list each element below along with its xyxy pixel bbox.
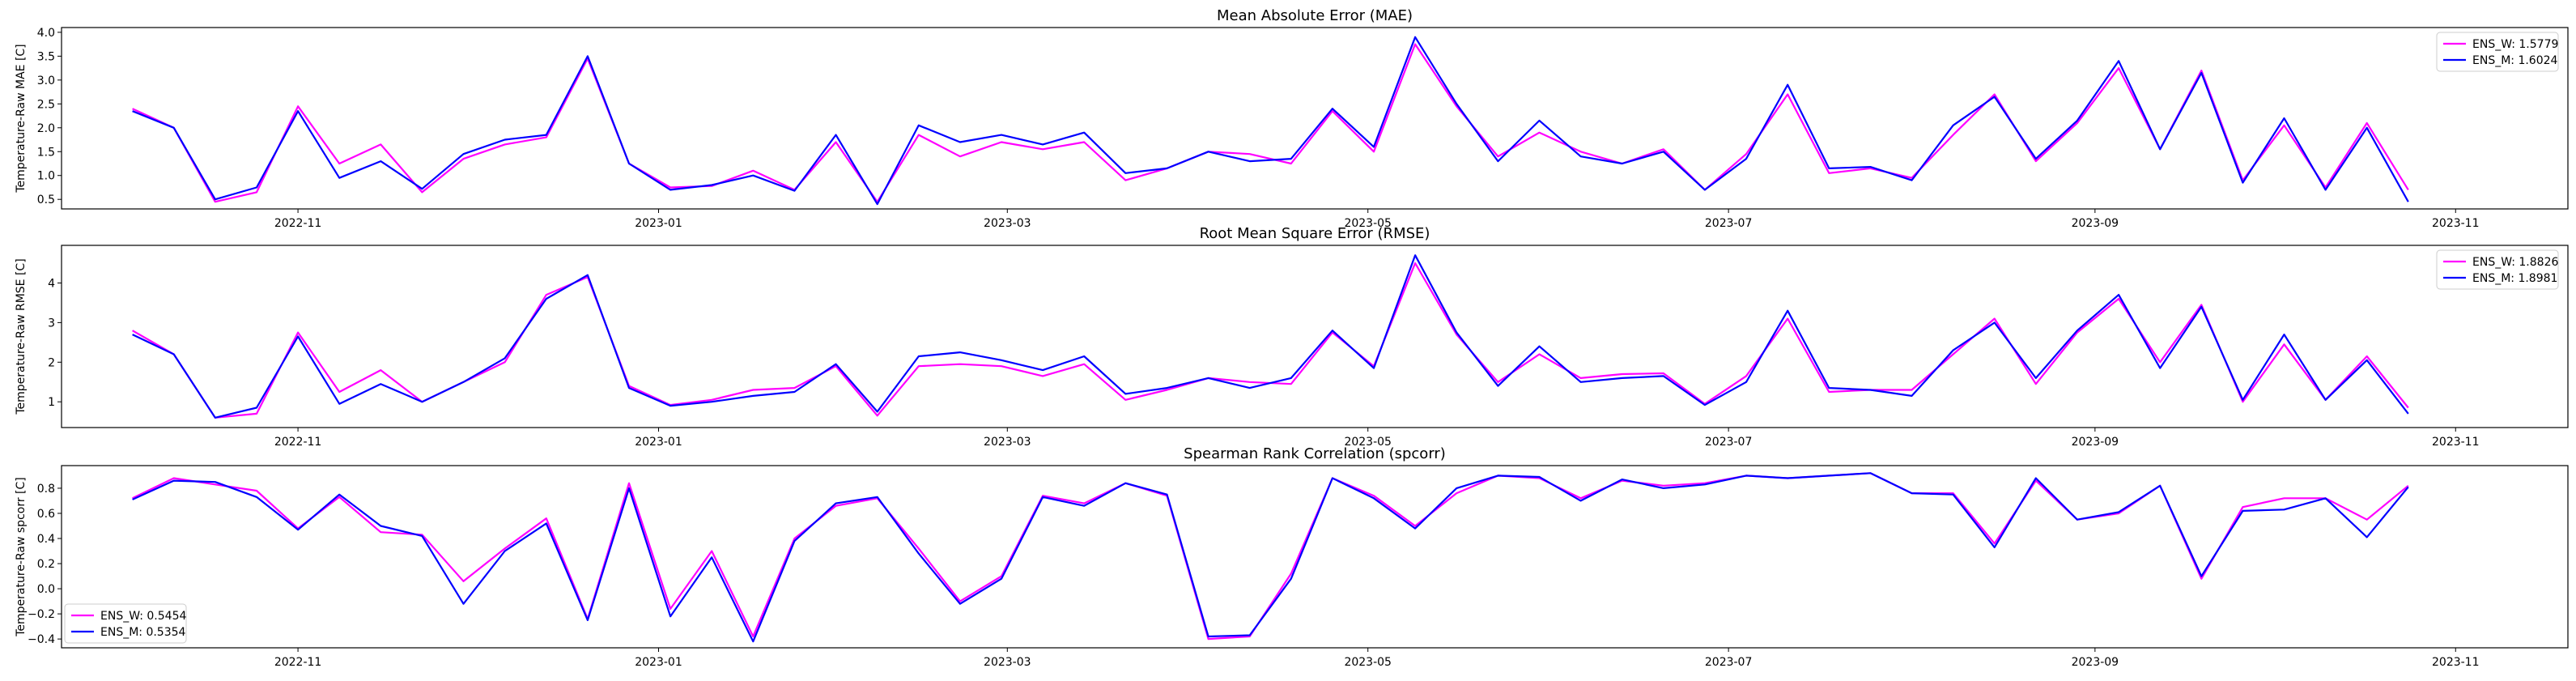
series-line-ens-m <box>132 36 2409 206</box>
y-tick-label: 1.0 <box>37 170 55 183</box>
chart-title: Mean Absolute Error (MAE) <box>1217 7 1413 24</box>
legend-label: ENS_M: 1.8981 <box>2472 272 2557 285</box>
y-axis-label: Temperature-Raw MAE [C] <box>15 44 28 193</box>
x-tick-label: 2023-05 <box>1344 436 1392 449</box>
chart-title: Root Mean Square Error (RMSE) <box>1200 225 1430 242</box>
x-tick-label: 2023-03 <box>984 656 1031 669</box>
panel-mae: Mean Absolute Error (MAE) Temperature-Raw… <box>15 7 2569 230</box>
x-tick-label: 2023-05 <box>1344 217 1392 230</box>
legend: ENS_W: 1.5779 ENS_M: 1.6024 <box>2436 32 2559 72</box>
legend-label: ENS_M: 0.5354 <box>100 626 186 639</box>
y-axis-label: Temperature-Raw RMSE [C] <box>15 258 28 415</box>
panel-spcorr: Spearman Rank Correlation (spcorr) Temper… <box>15 445 2569 669</box>
x-tick-label: 2023-01 <box>635 656 682 669</box>
series-line-ens-m <box>132 472 2409 643</box>
legend-label: ENS_W: 0.5454 <box>100 610 186 623</box>
y-tick-label: 4 <box>48 277 55 290</box>
plot-frame <box>61 27 2569 210</box>
y-tick-label: 2.0 <box>37 122 55 135</box>
chart-title: Spearman Rank Correlation (spcorr) <box>1184 445 1446 462</box>
panel-rmse: Root Mean Square Error (RMSE) Temperature… <box>15 225 2569 449</box>
y-tick-label: 3.0 <box>37 74 55 87</box>
y-tick-label: 0.4 <box>37 533 55 546</box>
y-tick-label: 1 <box>48 396 55 409</box>
x-tick-label: 2023-05 <box>1344 656 1392 669</box>
y-tick-label: 2.5 <box>37 98 55 111</box>
x-tick-label: 2023-09 <box>2072 436 2119 449</box>
legend-label: ENS_M: 1.6024 <box>2472 54 2558 67</box>
x-tick-label: 2023-01 <box>635 217 682 230</box>
y-tick-label: 0.8 <box>37 483 55 496</box>
x-tick-label: 2022-11 <box>274 217 322 230</box>
y-tick-label: 0.6 <box>37 508 55 521</box>
legend-label: ENS_W: 1.5779 <box>2472 38 2558 51</box>
x-tick-label: 2023-11 <box>2432 436 2480 449</box>
y-tick-label: −0.4 <box>28 633 55 646</box>
legend-box <box>2436 249 2559 290</box>
x-tick-label: 2023-07 <box>1705 217 1753 230</box>
x-tick-label: 2023-11 <box>2432 656 2480 669</box>
y-tick-label: 2 <box>48 356 55 369</box>
x-tick-label: 2023-01 <box>635 436 682 449</box>
y-tick-label: 3 <box>48 317 55 330</box>
y-tick-label: 0.2 <box>37 558 55 571</box>
y-tick-label: 0.0 <box>37 583 55 596</box>
x-tick-label: 2023-09 <box>2072 656 2119 669</box>
legend: ENS_W: 0.5454 ENS_M: 0.5354 <box>64 603 187 644</box>
x-tick-label: 2023-03 <box>984 217 1031 230</box>
y-axis-label: Temperature-Raw spcorr [C] <box>15 477 28 637</box>
plot-frame <box>61 245 2569 428</box>
y-tick-label: −0.2 <box>28 608 55 621</box>
plot-frame <box>61 465 2569 649</box>
legend: ENS_W: 1.8826 ENS_M: 1.8981 <box>2436 249 2559 290</box>
x-tick-label: 2022-11 <box>274 436 322 449</box>
x-tick-label: 2023-07 <box>1705 436 1753 449</box>
legend-box <box>64 603 187 644</box>
series-line-ens-m <box>132 254 2409 419</box>
series-line-ens-w <box>132 262 2409 419</box>
legend-label: ENS_W: 1.8826 <box>2472 256 2558 269</box>
x-tick-label: 2023-09 <box>2072 217 2119 230</box>
series-line-ens-w <box>132 472 2409 641</box>
y-tick-label: 3.5 <box>37 50 55 63</box>
x-tick-label: 2023-03 <box>984 436 1031 449</box>
y-tick-label: 0.5 <box>37 194 55 206</box>
legend-box <box>2436 32 2559 72</box>
y-tick-label: 4.0 <box>37 27 55 40</box>
y-tick-label: 1.5 <box>37 146 55 159</box>
x-tick-label: 2023-07 <box>1705 656 1753 669</box>
x-tick-label: 2022-11 <box>274 656 322 669</box>
x-tick-label: 2023-11 <box>2432 217 2480 230</box>
series-line-ens-w <box>132 43 2409 203</box>
